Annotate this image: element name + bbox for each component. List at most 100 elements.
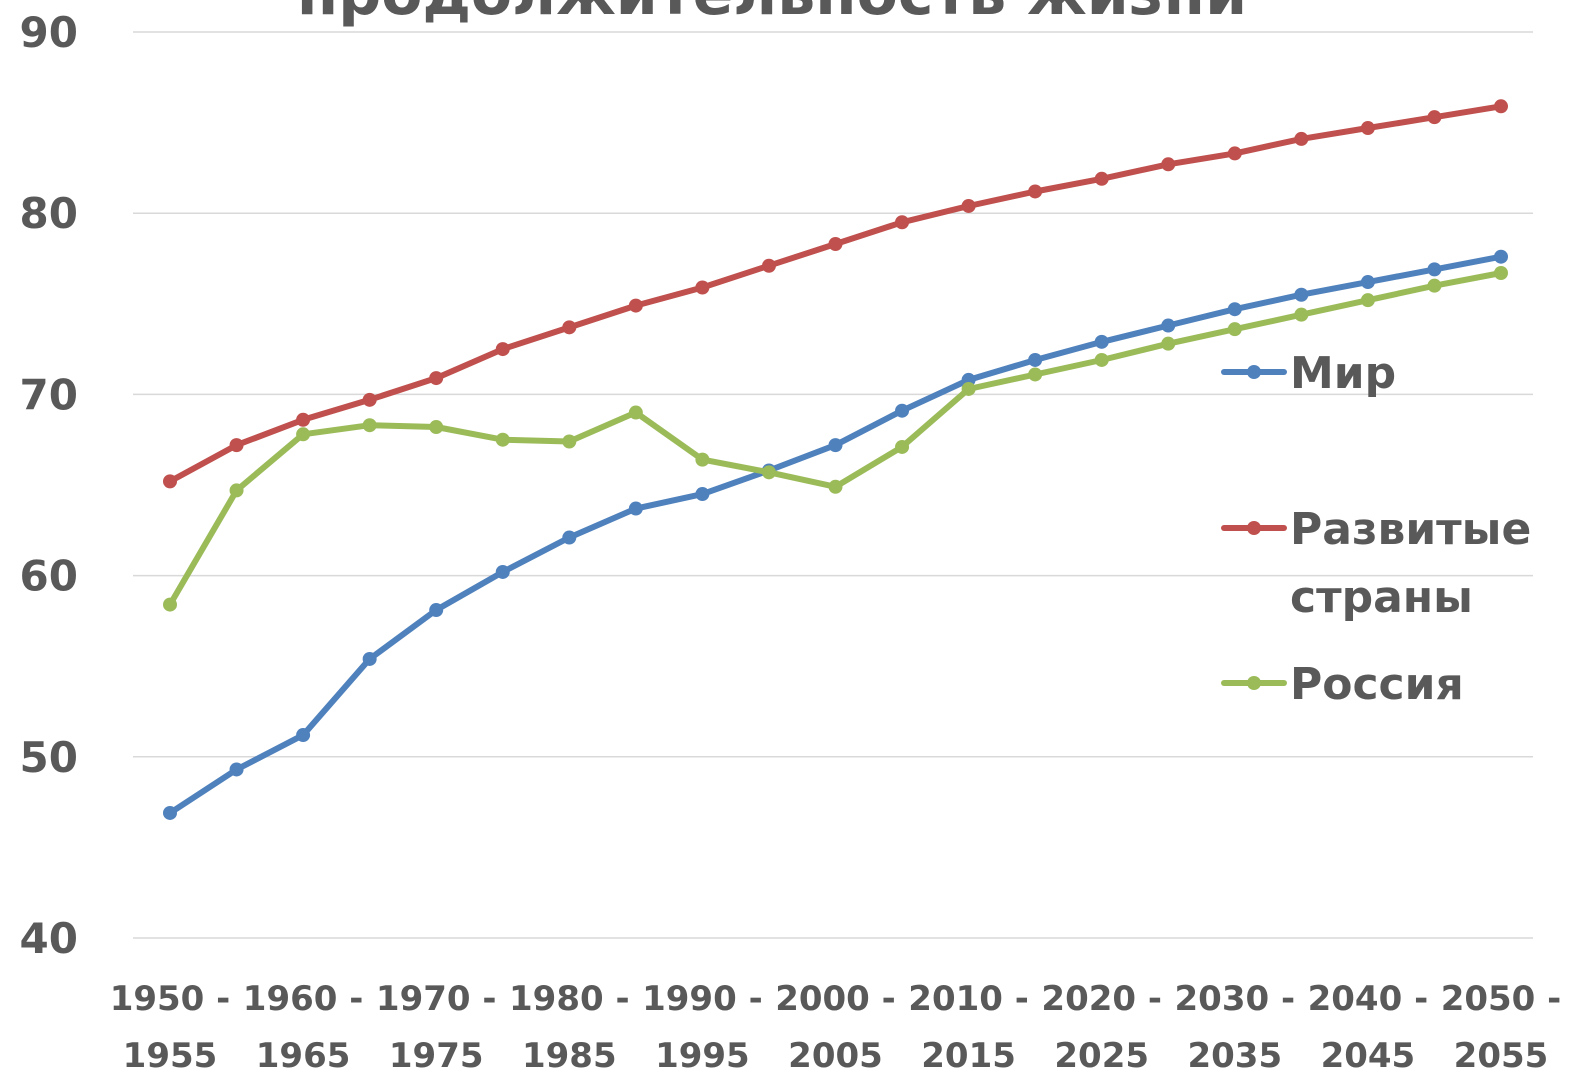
data-point: [1094, 171, 1109, 186]
x-tick-label: 1970 -: [376, 979, 497, 1019]
y-tick-label: 50: [20, 733, 78, 782]
x-tick-label: 1955: [123, 1036, 218, 1076]
x-tick-label: 2040 -: [1308, 979, 1429, 1019]
legend-marker: [1247, 365, 1261, 379]
x-tick-label: 1985: [522, 1036, 617, 1076]
data-point: [1494, 99, 1508, 114]
data-point: [1360, 275, 1375, 290]
data-point: [895, 403, 910, 418]
y-tick-label: 80: [20, 189, 78, 238]
legend-item: Россия: [1221, 659, 1464, 710]
data-point: [961, 381, 976, 396]
data-point: [562, 320, 577, 335]
x-tick-label: 2015: [921, 1036, 1016, 1076]
data-point: [1161, 318, 1176, 333]
data-point: [362, 651, 377, 666]
y-tick-label: 90: [20, 8, 78, 57]
data-point: [229, 438, 244, 453]
data-point: [628, 501, 643, 516]
data-point: [562, 530, 577, 545]
data-point: [1094, 334, 1109, 349]
data-point: [1427, 278, 1442, 293]
x-tick-label: 1950 -: [110, 979, 231, 1019]
data-point: [1161, 336, 1176, 351]
y-axis: 40 50 60 70 80 90: [20, 8, 78, 963]
x-axis: 1950 - 1955 1960 - 1965 1970 - 1975 1980 - 1985…: [110, 979, 1562, 1076]
data-point: [1028, 352, 1043, 367]
y-tick-label: 40: [20, 914, 78, 963]
series-2: [163, 99, 1508, 489]
data-point: [1094, 352, 1109, 367]
data-point: [1360, 121, 1375, 136]
data-point: [229, 483, 244, 498]
data-point: [495, 342, 510, 357]
data-point: [628, 405, 643, 420]
legend-marker: [1247, 521, 1261, 535]
x-tick-label: 1990 -: [642, 979, 763, 1019]
data-point: [1028, 184, 1043, 199]
data-point: [828, 479, 843, 494]
data-point: [695, 487, 710, 502]
x-tick-label: 1960 -: [243, 979, 364, 1019]
data-point: [1227, 302, 1242, 317]
data-point: [296, 427, 311, 442]
data-point: [628, 298, 643, 313]
data-point: [761, 258, 776, 273]
legend-item: Развитые страны: [1221, 504, 1531, 623]
data-point: [429, 603, 444, 618]
x-tick-label: 2030 -: [1175, 979, 1296, 1019]
data-point: [1161, 157, 1176, 172]
data-point: [429, 371, 444, 386]
x-tick-label: 1995: [655, 1036, 750, 1076]
data-point: [695, 280, 710, 295]
x-tick-label: 1965: [256, 1036, 351, 1076]
data-point: [429, 420, 444, 435]
data-point: [229, 762, 244, 777]
data-point: [1227, 146, 1242, 161]
data-point: [495, 564, 510, 579]
data-point: [562, 434, 577, 449]
data-point: [495, 432, 510, 447]
legend-label: Россия: [1290, 659, 1464, 710]
data-point: [362, 418, 377, 433]
x-tick-label: 2025: [1054, 1036, 1149, 1076]
data-point: [1227, 322, 1242, 337]
data-point: [163, 474, 177, 489]
data-point: [296, 728, 311, 743]
x-tick-label: 2055: [1454, 1036, 1549, 1076]
x-tick-label: 2010 -: [908, 979, 1029, 1019]
data-point: [761, 465, 776, 480]
x-tick-label: 1975: [389, 1036, 484, 1076]
data-point: [362, 392, 377, 407]
legend-item: Мир: [1221, 348, 1396, 399]
data-point: [1360, 293, 1375, 308]
data-point: [1028, 367, 1043, 382]
data-point: [1427, 262, 1442, 277]
x-tick-label: 2020 -: [1041, 979, 1162, 1019]
legend-label: страны: [1290, 572, 1473, 623]
data-point: [961, 198, 976, 213]
data-point: [828, 438, 843, 453]
data-point: [163, 805, 177, 820]
data-point: [296, 412, 311, 427]
data-point: [1494, 249, 1508, 264]
x-tick-label: 2035: [1187, 1036, 1282, 1076]
data-point: [895, 215, 910, 230]
x-tick-label: 1980 -: [509, 979, 630, 1019]
series-3: [163, 265, 1508, 612]
data-point: [695, 452, 710, 467]
data-point: [163, 597, 177, 612]
data-point: [1494, 265, 1508, 280]
chart-title: продолжительность жизни: [297, 0, 1247, 29]
data-point: [828, 237, 843, 252]
data-point: [1294, 287, 1309, 302]
data-point: [1294, 307, 1309, 322]
x-tick-label: 2000 -: [775, 979, 896, 1019]
legend-marker: [1247, 676, 1261, 690]
legend-label: Мир: [1290, 348, 1396, 399]
x-tick-label: 2050 -: [1441, 979, 1562, 1019]
y-tick-label: 60: [20, 552, 78, 601]
data-point: [1294, 131, 1309, 146]
data-point: [1427, 110, 1442, 125]
